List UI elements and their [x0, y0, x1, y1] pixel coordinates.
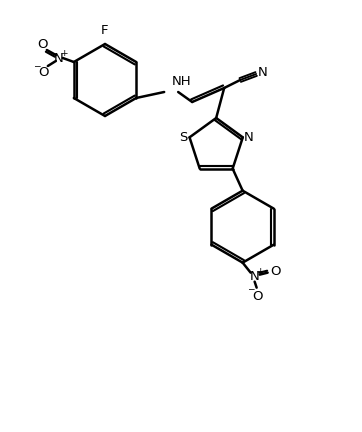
Text: N: N: [244, 131, 254, 144]
Text: O: O: [39, 66, 49, 79]
Text: N: N: [250, 270, 260, 283]
Text: −: −: [33, 61, 41, 70]
Text: NH: NH: [172, 75, 192, 88]
Text: O: O: [252, 290, 263, 303]
Text: N: N: [54, 51, 64, 64]
Text: N: N: [257, 66, 267, 79]
Text: +: +: [60, 48, 68, 57]
Text: O: O: [38, 38, 48, 51]
Text: −: −: [247, 284, 254, 293]
Text: +: +: [256, 267, 264, 276]
Text: O: O: [270, 265, 281, 278]
Text: F: F: [101, 24, 109, 37]
Text: S: S: [179, 131, 188, 144]
